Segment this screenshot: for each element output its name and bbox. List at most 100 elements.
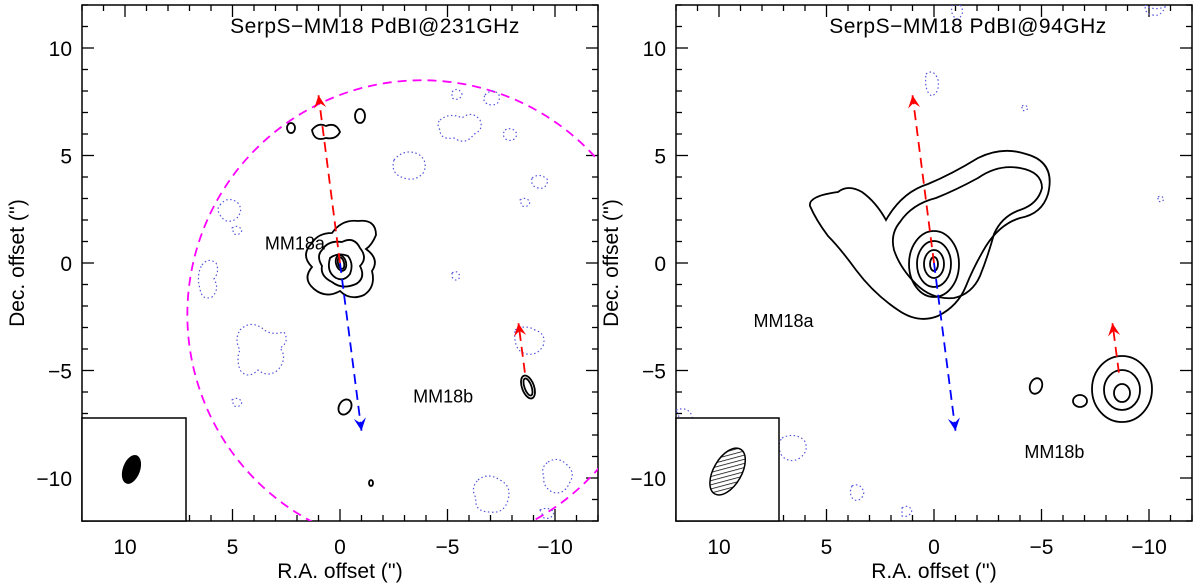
- outflow-shaft: [317, 95, 341, 264]
- negative-contour: [502, 128, 518, 141]
- outflow-arrowhead: [314, 95, 327, 109]
- x-tick-label: 10: [707, 536, 730, 559]
- contour-mm18a-3: [327, 253, 353, 281]
- negative-contour: [197, 259, 219, 299]
- y-tick-label: 10: [643, 38, 666, 61]
- panel-title: SerpS−MM18 PdBI@231GHz: [230, 15, 520, 38]
- contour-mm18b-outer: [520, 374, 536, 400]
- x-axis-label: R.A. offset (''): [277, 560, 403, 583]
- contour-mm18b-outer: [1091, 355, 1153, 423]
- blue-outflow-arrow: [933, 262, 960, 431]
- y-tick-label: 0: [654, 253, 666, 276]
- x-axis-label: R.A. offset (''): [871, 560, 997, 583]
- x-tick-label: −5: [1030, 536, 1054, 559]
- source-label-mm18a: MM18a: [265, 234, 326, 254]
- negative-contour: [1021, 104, 1029, 112]
- y-tick-labels: 10 5 0 −5 −10: [630, 38, 666, 491]
- negative-contour: [483, 90, 500, 106]
- panel-94ghz: 10 5 0 −5 −10 10 5 0 −5 −10 R.A. offset …: [600, 4, 1193, 583]
- red-outflow-arrow-mm18b: [1108, 323, 1121, 373]
- outflow-shaft: [339, 262, 363, 431]
- contour-mm18a-4: [916, 240, 952, 288]
- x-tick-label: 0: [334, 536, 346, 559]
- outflow-shaft: [933, 262, 957, 431]
- contour-north-blob: [286, 122, 296, 134]
- panel-title: SerpS−MM18 PdBI@94GHz: [829, 15, 1107, 38]
- outflow-arrowhead: [1108, 323, 1121, 337]
- negative-contour: [531, 174, 549, 189]
- y-tick-label: −10: [630, 468, 666, 491]
- x-tick-label: 10: [113, 536, 136, 559]
- negative-contour: [951, 5, 964, 20]
- y-tick-label: 5: [60, 146, 72, 169]
- y-tick-labels: 10 5 0 −5 −10: [36, 38, 72, 491]
- negative-contour: [451, 271, 461, 281]
- tick-marks: [81, 4, 599, 522]
- contour-north-blob: [311, 123, 341, 140]
- y-tick-label: 10: [49, 38, 72, 61]
- synthesized-beam: [709, 447, 747, 496]
- contour-north-blob: [354, 108, 366, 124]
- negative-contour: [217, 198, 242, 222]
- contour-mm18b-3: [1113, 383, 1131, 403]
- red-outflow-arrow-mm18b: [514, 323, 527, 373]
- outflow-shaft: [517, 323, 526, 373]
- contour-mm18a-2: [891, 166, 1043, 300]
- tick-marks: [675, 4, 1193, 522]
- outflow-shaft: [911, 95, 935, 264]
- x-tick-label: 0: [928, 536, 940, 559]
- contour-small: [368, 479, 374, 487]
- y-tick-label: −5: [48, 361, 72, 384]
- negative-contour: [1144, 5, 1167, 16]
- negative-contour: [236, 323, 287, 376]
- red-outflow-arrow: [908, 95, 935, 264]
- contour-small: [1072, 394, 1088, 408]
- negative-contour: [778, 434, 807, 462]
- x-tick-label: −10: [537, 536, 573, 559]
- contour-mm18a-3: [908, 230, 960, 298]
- negative-contour: [849, 484, 865, 501]
- negative-contour: [925, 71, 939, 97]
- y-tick-label: −5: [642, 361, 666, 384]
- negative-contour: [901, 505, 913, 517]
- red-outflow-arrow: [314, 95, 341, 264]
- y-axis-label: Dec. offset (''): [600, 199, 623, 327]
- contour-small: [337, 398, 353, 416]
- outflow-arrowhead: [514, 323, 527, 337]
- y-axis-label: Dec. offset (''): [6, 199, 29, 327]
- x-tick-label: 5: [227, 536, 239, 559]
- x-tick-label: −5: [436, 536, 460, 559]
- synthesized-beam: [121, 454, 142, 484]
- contour-mm18b-inner: [522, 377, 534, 397]
- outflow-arrows: [908, 95, 1121, 431]
- contour-mm18b-2: [1103, 369, 1141, 411]
- outflow-shaft: [1111, 323, 1120, 373]
- negative-contour: [451, 88, 463, 100]
- source-label-mm18a: MM18a: [753, 311, 814, 331]
- negative-contour: [1157, 195, 1165, 203]
- contour-mm18a-5: [923, 249, 945, 279]
- x-tick-label: −10: [1131, 536, 1167, 559]
- negative-contour: [539, 507, 555, 519]
- contour-mm18a-outer: [305, 219, 377, 299]
- primary-beam-circle-path: [186, 79, 598, 521]
- contour-mm18a-outer: [809, 149, 1051, 320]
- negative-contour: [519, 197, 531, 208]
- panel-231ghz: 10 5 0 −5 −10 10 5 0 −5 −10 R.A. offset …: [6, 4, 599, 583]
- negative-contour: [542, 458, 573, 494]
- outflow-arrowhead: [908, 95, 921, 109]
- positive-contours: [286, 108, 536, 487]
- negative-contour: [514, 326, 545, 355]
- primary-beam-circle: [186, 79, 598, 521]
- y-tick-label: 5: [654, 146, 666, 169]
- contour-small: [1028, 377, 1044, 395]
- outflow-arrowhead: [353, 417, 366, 431]
- contour-mm18a-2: [318, 239, 365, 288]
- positive-contours: [809, 149, 1153, 423]
- negative-contours: [197, 88, 573, 519]
- source-label-mm18b: MM18b: [1024, 442, 1084, 462]
- negative-contour: [392, 151, 426, 180]
- blue-outflow-arrow: [339, 262, 366, 431]
- outflow-arrowhead: [947, 417, 960, 431]
